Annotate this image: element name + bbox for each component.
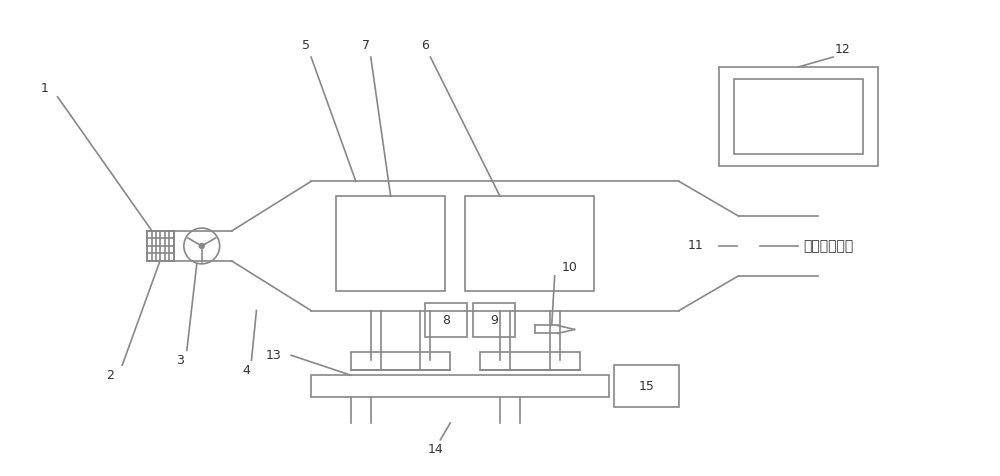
FancyBboxPatch shape <box>480 352 580 370</box>
Text: 13: 13 <box>265 349 281 362</box>
Text: 6: 6 <box>422 39 429 51</box>
Text: 9: 9 <box>490 314 498 327</box>
Text: 3: 3 <box>176 354 184 367</box>
Text: 11: 11 <box>688 239 704 252</box>
FancyBboxPatch shape <box>336 196 445 291</box>
Text: 8: 8 <box>442 314 450 327</box>
FancyBboxPatch shape <box>719 67 878 167</box>
FancyBboxPatch shape <box>351 352 450 370</box>
Text: 15: 15 <box>638 380 654 393</box>
Text: 净化后的空气: 净化后的空气 <box>803 239 853 253</box>
Text: 5: 5 <box>302 39 310 51</box>
Text: 14: 14 <box>428 443 443 456</box>
FancyBboxPatch shape <box>147 231 174 261</box>
FancyBboxPatch shape <box>734 79 863 155</box>
FancyBboxPatch shape <box>473 303 515 337</box>
Text: 12: 12 <box>835 43 851 56</box>
Text: 2: 2 <box>106 369 114 382</box>
FancyBboxPatch shape <box>311 375 609 397</box>
FancyBboxPatch shape <box>465 196 594 291</box>
Text: 1: 1 <box>41 82 49 95</box>
Text: 4: 4 <box>243 364 250 377</box>
Text: 7: 7 <box>362 39 370 51</box>
FancyBboxPatch shape <box>425 303 467 337</box>
Circle shape <box>199 243 204 248</box>
Text: 10: 10 <box>562 261 578 274</box>
FancyBboxPatch shape <box>614 365 679 407</box>
